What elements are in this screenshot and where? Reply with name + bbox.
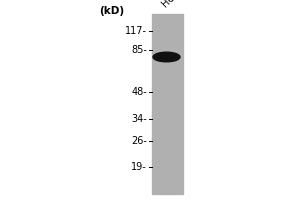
Bar [152,14,183,194]
Text: (kD): (kD) [99,6,124,16]
Text: 34-: 34- [131,114,147,124]
Text: 48-: 48- [131,87,147,97]
Text: 85-: 85- [131,45,147,55]
Text: 117-: 117- [125,26,147,36]
Text: 26-: 26- [131,136,147,146]
Text: 19-: 19- [131,162,147,172]
Text: HepG2: HepG2 [159,0,190,9]
Ellipse shape [153,52,180,62]
